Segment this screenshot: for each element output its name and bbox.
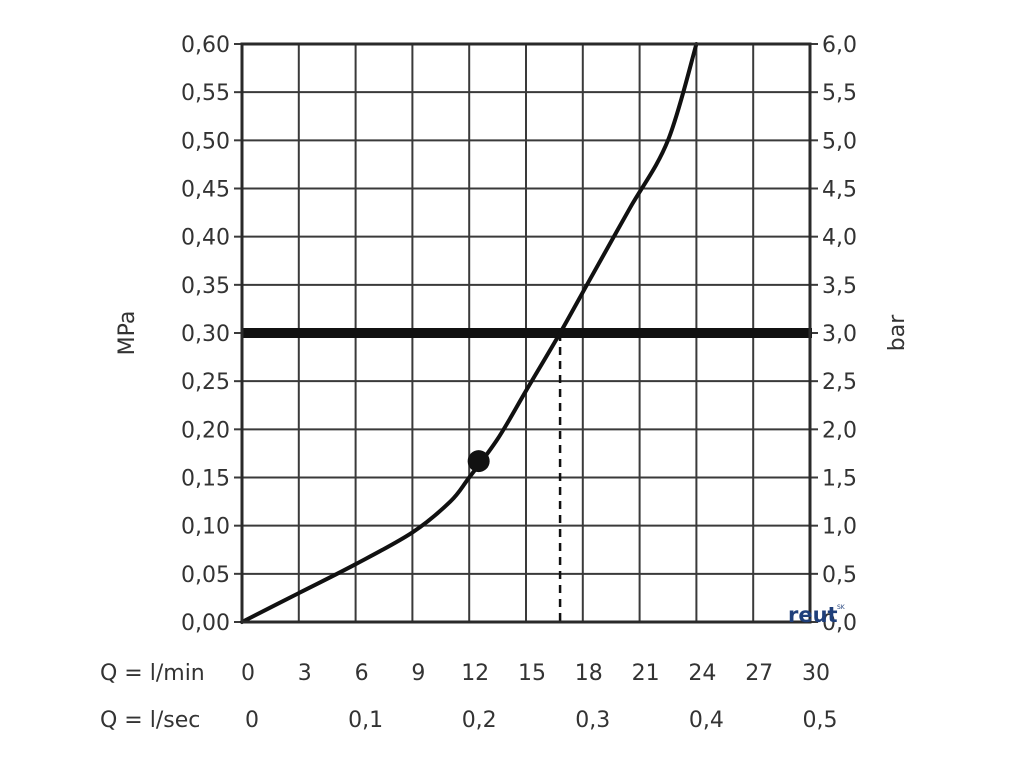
right-axis-tick-label: 1,0	[822, 515, 857, 540]
left-axis-tick-label: 0,00	[181, 611, 230, 636]
left-axis-tick-label: 0,15	[181, 467, 230, 492]
x-axis-row1-tick-label: 3	[298, 661, 312, 686]
right-axis-title: bar	[885, 314, 910, 351]
right-axis-tick-label: 1,5	[822, 467, 857, 492]
x-axis-row2-tick-label: 0,5	[803, 708, 838, 733]
x-axis-row2-tick-label: 0	[245, 708, 259, 733]
right-axis-tick-label: 3,5	[822, 274, 857, 299]
operating-point-marker	[467, 450, 490, 473]
left-axis-tick-label: 0,55	[181, 81, 230, 106]
x-axis-row1-tick-label: 21	[632, 661, 660, 686]
x-axis-row1-tick-label: 18	[575, 661, 603, 686]
x-axis-row1-tick-label: 0	[241, 661, 255, 686]
left-axis-tick-label: 0,25	[181, 370, 230, 395]
x-axis-row2-title: Q = l/sec	[100, 708, 200, 733]
right-axis-tick-label: 4,5	[822, 178, 857, 203]
grid	[234, 43, 818, 623]
marker	[467, 450, 490, 473]
left-axis-tick-label: 0,45	[181, 178, 230, 203]
right-axis-tick-label: 4,0	[822, 226, 857, 251]
x-axis-row2-tick-label: 0,1	[348, 708, 383, 733]
x-axis-row1-tick-label: 12	[461, 661, 489, 686]
plot-frame	[240, 42, 812, 624]
plot-border	[240, 42, 812, 624]
watermark-superscript: SK	[837, 604, 846, 611]
left-axis-tick-label: 0,50	[181, 129, 230, 154]
right-axis-tick-label: 0,5	[822, 563, 857, 588]
x-axis-row1-tick-label: 6	[355, 661, 369, 686]
left-axis-tick-label: 0,30	[181, 322, 230, 347]
x-axis-row1-tick-label: 9	[411, 661, 425, 686]
x-axis-row2-tick-label: 0,3	[575, 708, 610, 733]
right-axis-tick-label: 6,0	[822, 33, 857, 58]
x-axis-row2-tick-label: 0,4	[689, 708, 724, 733]
left-axis-title: MPa	[115, 311, 140, 356]
x-axis-row2-tick-label: 0,2	[462, 708, 497, 733]
left-axis-tick-label: 0,10	[181, 515, 230, 540]
left-axis-tick-label: 0,35	[181, 274, 230, 299]
right-axis-tick-label: 2,5	[822, 370, 857, 395]
reference-lines	[242, 328, 812, 622]
right-axis-tick-label: 2,0	[822, 418, 857, 443]
right-axis-tick-label: 3,0	[822, 322, 857, 347]
watermark-text: reut	[788, 603, 838, 627]
tick-labels: 0,00 0,00,05 0,50,10 1,00,15 1,50,20 2,00,25 2…	[181, 33, 857, 733]
x-axis-row1-tick-label: 30	[802, 661, 830, 686]
left-axis-tick-label: 0,05	[181, 563, 230, 588]
right-axis-tick-label: 5,5	[822, 81, 857, 106]
flow-pressure-curve	[240, 42, 699, 624]
left-axis-tick-label: 0,60	[181, 33, 230, 58]
x-axis-row1-title: Q = l/min	[100, 661, 205, 686]
left-axis-tick-label: 0,40	[181, 226, 230, 251]
left-axis-tick-label: 0,20	[181, 418, 230, 443]
watermark-logo: reut SK	[788, 603, 846, 627]
right-axis-tick-label: 5,0	[822, 129, 857, 154]
x-axis-row1-tick-label: 24	[688, 661, 716, 686]
x-axis-row1-tick-label: 27	[745, 661, 773, 686]
flow-curve	[240, 42, 699, 624]
right-axis-tick-label: 0,0	[822, 611, 857, 636]
x-axis-row1-tick-label: 15	[518, 661, 546, 686]
